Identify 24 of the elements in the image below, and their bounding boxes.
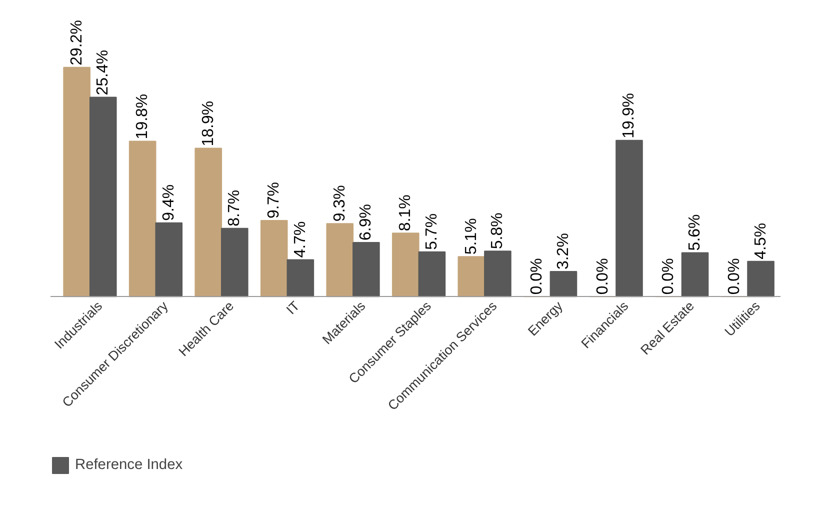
data-label: 29.2% <box>68 20 86 66</box>
data-label: 19.8% <box>134 94 152 140</box>
data-label: 5.8% <box>489 212 506 250</box>
data-label: 3.2% <box>554 233 572 270</box>
data-label: 19.9% <box>620 93 638 138</box>
data-label: 0.0% <box>528 258 546 295</box>
data-label: 5.1% <box>462 218 480 255</box>
data-label: 5.7% <box>423 213 440 250</box>
data-label: 6.9% <box>358 204 375 240</box>
data-label: 9.4% <box>160 184 178 221</box>
data-label: 0.0% <box>594 258 612 295</box>
data-label: 25.4% <box>94 50 112 96</box>
data-label: 9.7% <box>266 182 283 219</box>
legend-label: Reference Index <box>75 457 183 473</box>
data-label: 18.9% <box>200 100 217 146</box>
x-tick-label: IT <box>283 298 302 318</box>
data-label: 9.3% <box>331 185 348 222</box>
data-label: 4.7% <box>292 221 309 258</box>
data-label: 0.0% <box>660 258 678 295</box>
data-label: 8.7% <box>226 190 244 226</box>
data-label: 4.5% <box>752 222 770 260</box>
data-label: 0.0% <box>726 258 743 295</box>
data-label: 8.1% <box>397 194 414 232</box>
data-label: 5.6% <box>686 214 704 251</box>
